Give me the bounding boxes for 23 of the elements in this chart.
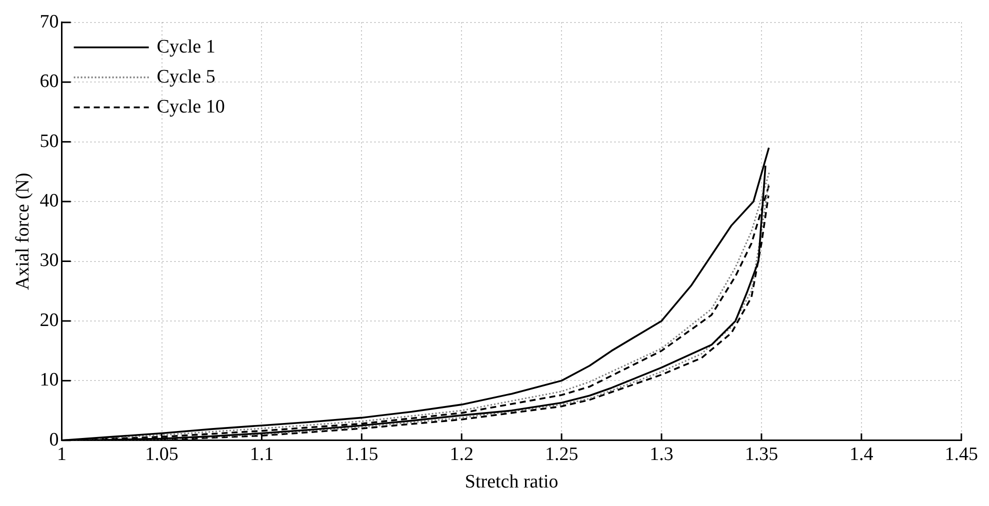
y-tick-label: 70: [40, 11, 59, 32]
y-tick-label: 60: [40, 71, 59, 92]
x-tick-label: 1.35: [744, 444, 778, 465]
y-tick-label: 40: [40, 190, 59, 212]
x-tick-label: 1.45: [944, 444, 978, 465]
x-tick-label: 1.2: [450, 444, 474, 465]
y-tick-label: 20: [40, 310, 59, 331]
x-tick-label: 1.25: [544, 444, 578, 465]
x-axis-title: Stretch ratio: [464, 472, 558, 493]
y-tick-label: 0: [49, 429, 59, 450]
x-tick-label: 1.3: [650, 444, 674, 465]
y-axis-title: Axial force (N): [12, 172, 34, 290]
y-tick-label: 10: [40, 370, 59, 391]
y-tick-label: 50: [40, 130, 59, 152]
x-tick-label: 1.4: [850, 444, 874, 465]
x-tick-label: 1.05: [145, 444, 178, 465]
y-tick-label: 30: [40, 250, 59, 272]
legend-label: Cycle 10: [156, 96, 225, 118]
legend-label: Cycle 5: [156, 66, 216, 88]
x-tick-label: 1: [57, 444, 67, 465]
legend-label: Cycle 1: [156, 36, 216, 58]
x-tick-label: 1.15: [345, 444, 378, 465]
x-tick-label: 1.1: [250, 444, 274, 465]
